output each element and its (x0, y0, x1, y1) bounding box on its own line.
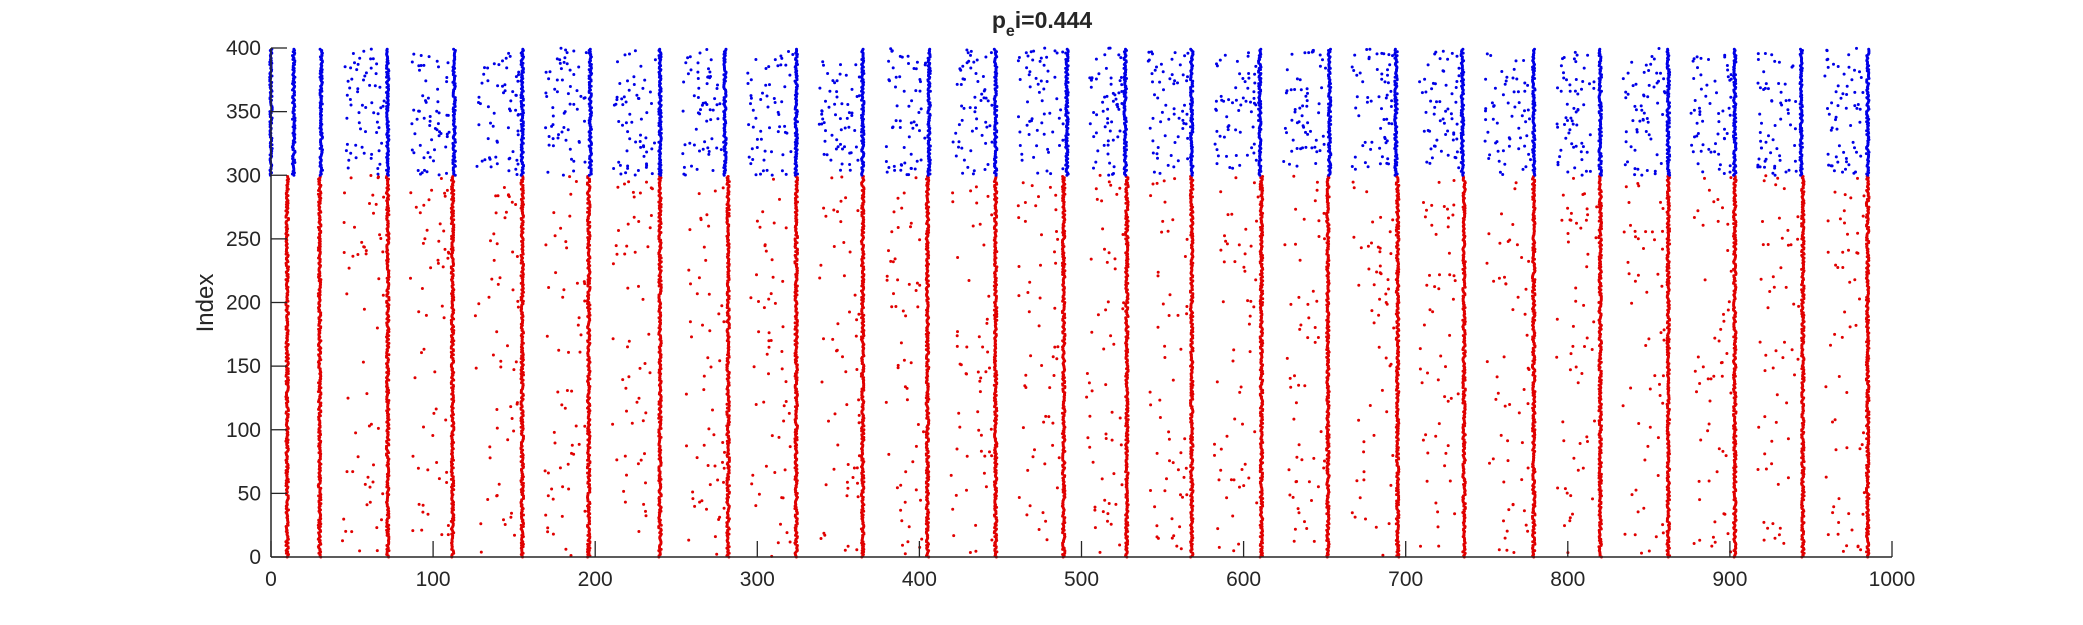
spike-point (452, 223, 456, 227)
spike-point (452, 180, 456, 184)
spike-point (385, 409, 389, 413)
spike-point (385, 299, 389, 303)
spike-point (451, 175, 455, 178)
spike-point (385, 335, 388, 339)
spike-point (385, 444, 388, 448)
spike-point (450, 340, 453, 344)
chart-title-subscript: e (1006, 23, 1015, 40)
spike-point (286, 413, 290, 416)
spike-point (385, 233, 389, 237)
spike-point (319, 401, 323, 405)
spike-point (286, 343, 290, 346)
spike-point (316, 192, 320, 196)
spike-point (316, 225, 320, 229)
spike-point (449, 519, 453, 523)
spike-point (519, 523, 523, 527)
spike-point (522, 373, 525, 377)
spike-point (452, 329, 456, 332)
spike-point (316, 523, 320, 527)
spike-point (521, 358, 525, 362)
plot-background (271, 48, 1892, 557)
spike-point (452, 189, 456, 192)
spike-point (657, 525, 661, 528)
spike-point (387, 353, 391, 357)
spike-point (385, 354, 389, 358)
spike-point (319, 391, 323, 395)
spike-point (319, 409, 323, 413)
chart-title: pei=0.444 (992, 7, 1093, 40)
spike-point (284, 379, 288, 383)
chart-title-rest: i=0.444 (1015, 7, 1093, 33)
spike-point (449, 318, 453, 322)
spike-markers (268, 46, 1871, 559)
spike-point (317, 494, 321, 498)
spike-point (1261, 175, 1265, 178)
spike-point (385, 439, 389, 443)
spike-point (519, 372, 523, 376)
spike-point (726, 175, 730, 178)
chart-title-main: p (992, 7, 1006, 33)
spike-point (450, 485, 453, 489)
spike-point (1061, 175, 1065, 178)
spike-point (287, 508, 290, 512)
plot-area (268, 46, 1892, 559)
spike-series-0 (284, 173, 1871, 559)
spike-point (521, 525, 525, 528)
spike-point (387, 399, 391, 402)
spike-point (284, 481, 288, 485)
spike-point (284, 439, 288, 443)
spike-point (385, 379, 388, 383)
spike-point (319, 486, 323, 490)
spike-point (286, 541, 290, 545)
spike-point (452, 218, 456, 222)
spike-point (287, 217, 290, 220)
spike-point (452, 479, 456, 483)
